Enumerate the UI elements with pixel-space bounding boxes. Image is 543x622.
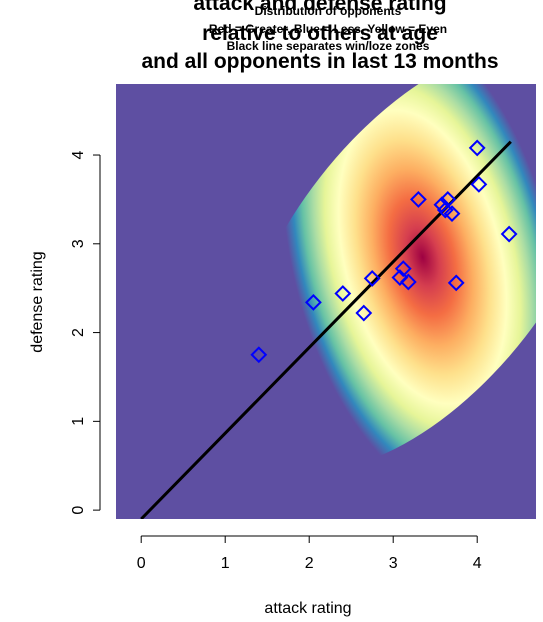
- x-tick-label: 1: [221, 555, 230, 572]
- y-tick-label: 2: [70, 328, 87, 337]
- data-point: [334, 285, 352, 302]
- x-axis-label: attack rating: [264, 600, 351, 617]
- data-point: [500, 225, 518, 243]
- data-point: [470, 175, 488, 193]
- chart-title-line-2: relative to others at age: [202, 22, 438, 45]
- chart-subtitle-line-1: Distribution of opponents: [255, 4, 402, 18]
- x-axis: 0 1 2 3 4: [137, 535, 482, 572]
- x-tick-label: 3: [389, 555, 398, 572]
- y-tick-label: 4: [70, 150, 87, 159]
- data-point: [399, 273, 417, 291]
- data-point: [409, 190, 427, 208]
- x-tick-label: 0: [137, 555, 146, 572]
- chart-subtitle-line-3: Black line separates win/loze zones: [227, 39, 430, 53]
- data-point: [439, 190, 457, 208]
- data-point: [250, 346, 268, 364]
- data-point: [304, 293, 322, 311]
- data-point: [468, 139, 486, 157]
- plot-area: [116, 84, 536, 519]
- chart-title-line-1: attack and defense rating: [193, 0, 446, 15]
- data-point: [355, 304, 373, 322]
- y-axis-label: defense rating: [29, 251, 46, 352]
- data-point: [447, 274, 465, 292]
- data-point: [443, 205, 461, 223]
- x-tick-label: 4: [473, 555, 482, 572]
- density-heatmap: [237, 84, 536, 470]
- chart-title-line-3: and all opponents in last 13 months: [141, 50, 498, 73]
- y-tick-label: 0: [70, 506, 87, 515]
- chart-subtitle-line-2: Red = Greater, Blue = Less, Yellow = Eve…: [209, 22, 447, 36]
- data-point: [363, 270, 381, 287]
- data-point: [433, 196, 451, 214]
- data-point: [394, 260, 412, 278]
- y-axis: 0 1 2 3 4: [70, 150, 101, 515]
- y-tick-label: 1: [70, 417, 87, 426]
- x-tick-label: 2: [305, 555, 314, 572]
- y-tick-label: 3: [70, 239, 87, 248]
- opponent-points: [250, 139, 518, 364]
